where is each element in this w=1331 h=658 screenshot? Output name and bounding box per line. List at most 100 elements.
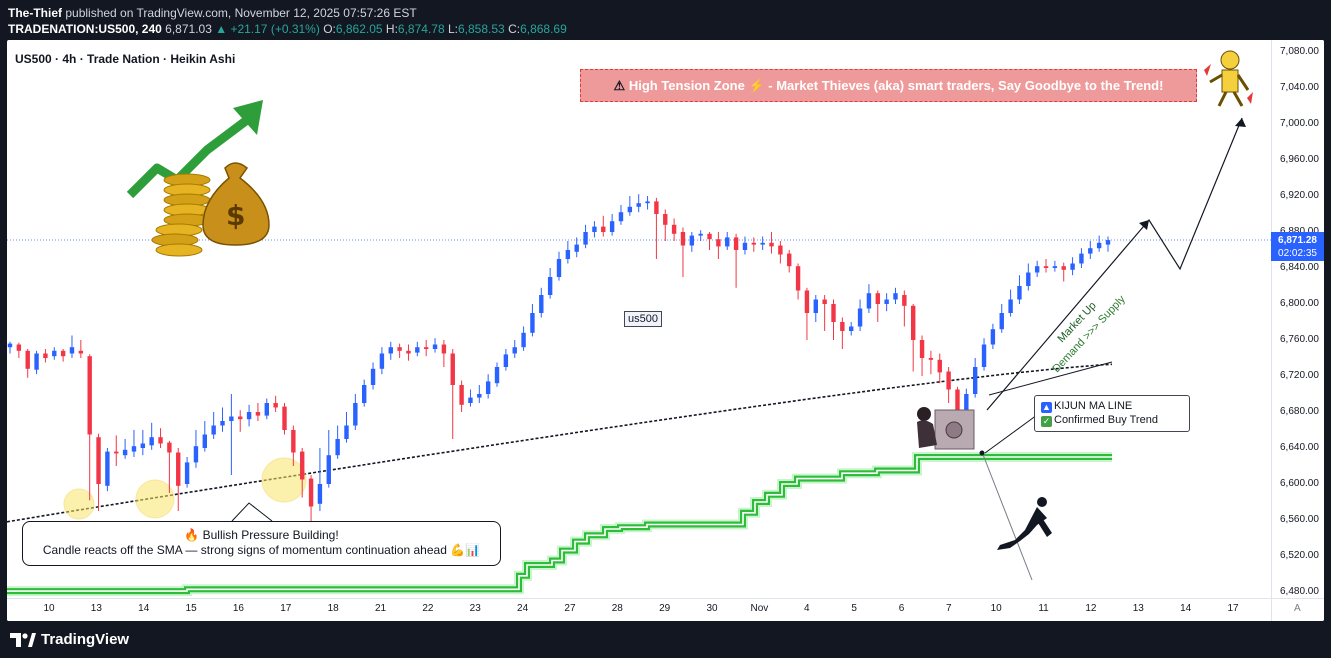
- candle-body: [849, 326, 854, 331]
- candle-body: [1034, 266, 1040, 273]
- kijun-line-label: KIJUN MA LINE: [1054, 400, 1133, 412]
- x-tick-label: 16: [232, 603, 244, 614]
- candle-body: [397, 347, 402, 351]
- candle-body: [379, 353, 385, 369]
- candle-body: [361, 385, 367, 403]
- candle-body: [937, 359, 942, 373]
- kijun-ma-line: [7, 452, 1112, 597]
- y-tick-label: 6,800.00: [1280, 298, 1319, 309]
- candle-body: [902, 295, 907, 306]
- candle-body: [831, 304, 836, 322]
- candles: [7, 194, 1111, 525]
- kijun-legend-box: ▲ KIJUN MA LINE ✓ Confirmed Buy Trend: [1034, 395, 1190, 432]
- candle-body: [25, 350, 30, 369]
- candle-body: [131, 446, 137, 452]
- price-tag-value: 6,871.28: [1278, 235, 1317, 246]
- y-tick-label: 6,920.00: [1280, 190, 1319, 201]
- chart-canvas[interactable]: Market Up Demand >>> Supply $: [7, 40, 1271, 598]
- candle-body: [246, 412, 252, 420]
- y-tick-label: 6,720.00: [1280, 370, 1319, 381]
- robot-thief-icon: [1204, 50, 1253, 107]
- y-tick-label: 6,960.00: [1280, 154, 1319, 165]
- y-tick-label: 6,600.00: [1280, 478, 1319, 489]
- x-tick-label: Nov: [750, 603, 769, 614]
- candle-body: [804, 290, 810, 313]
- candle-body: [43, 353, 48, 358]
- candle-body: [689, 235, 695, 246]
- candle-body: [344, 425, 349, 439]
- highlight-circle: [135, 479, 175, 519]
- y-tick-label: 6,880.00: [1280, 226, 1319, 237]
- current-price-tag: 6,871.28 02:02:35: [1271, 232, 1324, 261]
- candle-body: [875, 293, 880, 304]
- candle-body: [547, 277, 553, 295]
- kijun-box-connector: [984, 414, 1038, 454]
- tradingview-logo[interactable]: TradingView: [10, 631, 129, 648]
- x-tick-label: 24: [517, 603, 529, 614]
- check-icon: ✓: [1041, 416, 1052, 427]
- candle-body: [583, 232, 588, 245]
- candle-body: [1061, 266, 1066, 270]
- symbol-label: TRADENATION:US500, 240: [8, 22, 162, 36]
- us500-label: us500: [624, 311, 662, 327]
- price-axis[interactable]: 7,080.00 7,040.00 7,000.00 6,960.00 6,920.00…: [1271, 40, 1324, 598]
- low-label: L:: [447, 22, 458, 36]
- candle-body: [866, 293, 872, 309]
- candle-body: [255, 412, 261, 416]
- trend-line: [988, 361, 1113, 396]
- candle-body: [485, 381, 491, 394]
- candle-body: [238, 416, 243, 420]
- rope-anchor: [979, 450, 985, 456]
- candle-body: [140, 443, 146, 448]
- candle-body: [680, 232, 686, 246]
- x-tick-label: 6: [898, 603, 905, 614]
- candle-body: [1105, 240, 1111, 245]
- change-value: ▲ +21.17 (+0.31%): [215, 22, 320, 36]
- candle-body: [618, 212, 624, 222]
- candle-body: [477, 394, 482, 398]
- candle-body: [432, 344, 438, 349]
- candle-body: [565, 250, 571, 259]
- candle-body: [1043, 266, 1049, 268]
- candle-body: [698, 233, 703, 236]
- auto-scale-button[interactable]: A: [1271, 598, 1324, 621]
- projection-path: [986, 117, 1243, 411]
- candle-body: [34, 353, 39, 370]
- x-tick-label: 27: [564, 603, 576, 614]
- candle-body: [415, 347, 420, 353]
- close-label: C:: [508, 22, 521, 36]
- x-tick-label: 14: [138, 603, 150, 614]
- candle-body: [1079, 253, 1084, 264]
- candle-body: [813, 299, 818, 313]
- candle-body: [229, 416, 234, 421]
- close-value: 6,868.69: [520, 22, 567, 36]
- time-axis[interactable]: 10 13 14 15 16 17 18 21 22 23 24 27 28 29 30 Nov 4 5 6 7 10 1…: [7, 598, 1271, 621]
- published-text: published on TradingView.com, November 1…: [65, 6, 417, 20]
- x-tick-label: 17: [280, 603, 292, 614]
- bullish-callout: 🔥 Bullish Pressure Building! Candle reac…: [22, 521, 501, 566]
- climber-rope: [981, 451, 1033, 581]
- candle-body: [955, 389, 960, 420]
- candle-body: [574, 244, 579, 252]
- chart-panel[interactable]: Market Up Demand >>> Supply $: [7, 40, 1324, 621]
- y-tick-label: 7,080.00: [1280, 46, 1319, 57]
- x-tick-label: 10: [43, 603, 55, 614]
- header: The-Thief published on TradingView.com, …: [0, 0, 1331, 40]
- publisher-name[interactable]: The-Thief: [8, 6, 62, 20]
- candle-body: [353, 403, 358, 426]
- candle-body: [751, 242, 757, 245]
- gold-coins-icon: [151, 173, 211, 257]
- candle-body: [16, 344, 22, 351]
- candle-body: [220, 421, 225, 426]
- candle-body: [627, 206, 633, 213]
- candle-body: [521, 332, 526, 348]
- candle-body: [158, 437, 163, 444]
- candle-body: [928, 358, 934, 360]
- candle-body: [742, 242, 748, 250]
- candle-body: [964, 394, 969, 417]
- tradingview-icon: [10, 632, 36, 647]
- chart-title[interactable]: US500 · 4h · Trade Nation · Heikin Ashi: [15, 52, 236, 66]
- x-tick-label: 23: [469, 603, 481, 614]
- sma-line: [7, 363, 1113, 523]
- candle-body: [1017, 286, 1022, 300]
